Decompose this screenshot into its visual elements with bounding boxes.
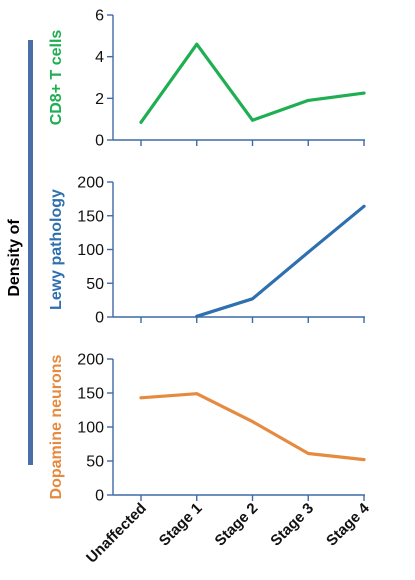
data-point xyxy=(251,118,254,122)
data-point xyxy=(139,120,143,124)
y-tick-label: 0 xyxy=(95,310,104,327)
data-point xyxy=(195,314,199,318)
supertitle: Density of xyxy=(6,219,23,297)
y-axis-label: Dopamine neurons xyxy=(48,354,65,499)
y-tick-label: 150 xyxy=(77,386,104,403)
y-tick-label: 50 xyxy=(86,454,104,471)
y-tick-label: 2 xyxy=(95,91,104,108)
x-tick-label: Stage 1 xyxy=(156,500,206,550)
x-tick-label: Stage 2 xyxy=(212,500,262,550)
series-line xyxy=(195,204,366,318)
data-point xyxy=(306,99,310,102)
data-point xyxy=(251,420,254,423)
y-tick-label: 100 xyxy=(77,420,104,437)
y-tick-label: 150 xyxy=(77,208,104,225)
supertitle-bar xyxy=(28,40,33,465)
data-point xyxy=(195,392,199,396)
data-point xyxy=(251,297,254,301)
panels: 0 2 4 6 CD8+ T cells 0 50 100 150 200 Lewy patholo… xyxy=(48,8,373,567)
y-axis-label: CD8+ T cells xyxy=(48,30,65,126)
data-point xyxy=(362,458,366,462)
y-tick-label: 0 xyxy=(95,133,104,150)
x-tick-label: Stage 4 xyxy=(323,499,373,549)
y-tick-label: 0 xyxy=(95,488,104,505)
y-tick-label: 50 xyxy=(86,276,104,293)
data-point xyxy=(306,250,310,254)
x-tick-label: Stage 3 xyxy=(267,500,317,550)
series-line xyxy=(139,42,366,124)
y-tick-label: 200 xyxy=(77,175,104,192)
data-point xyxy=(306,452,310,455)
y-tick-label: 6 xyxy=(95,8,104,25)
series-line xyxy=(139,392,366,462)
y-tick-label: 100 xyxy=(77,242,104,259)
data-point xyxy=(362,204,366,208)
y-axis-label: Lewy pathology xyxy=(48,189,65,310)
data-point xyxy=(195,42,199,46)
y-tick-label: 200 xyxy=(77,352,104,369)
y-tick-label: 4 xyxy=(95,49,104,66)
x-tick-label: Unaffected xyxy=(83,500,150,567)
data-point xyxy=(362,91,366,95)
data-point xyxy=(139,396,143,400)
